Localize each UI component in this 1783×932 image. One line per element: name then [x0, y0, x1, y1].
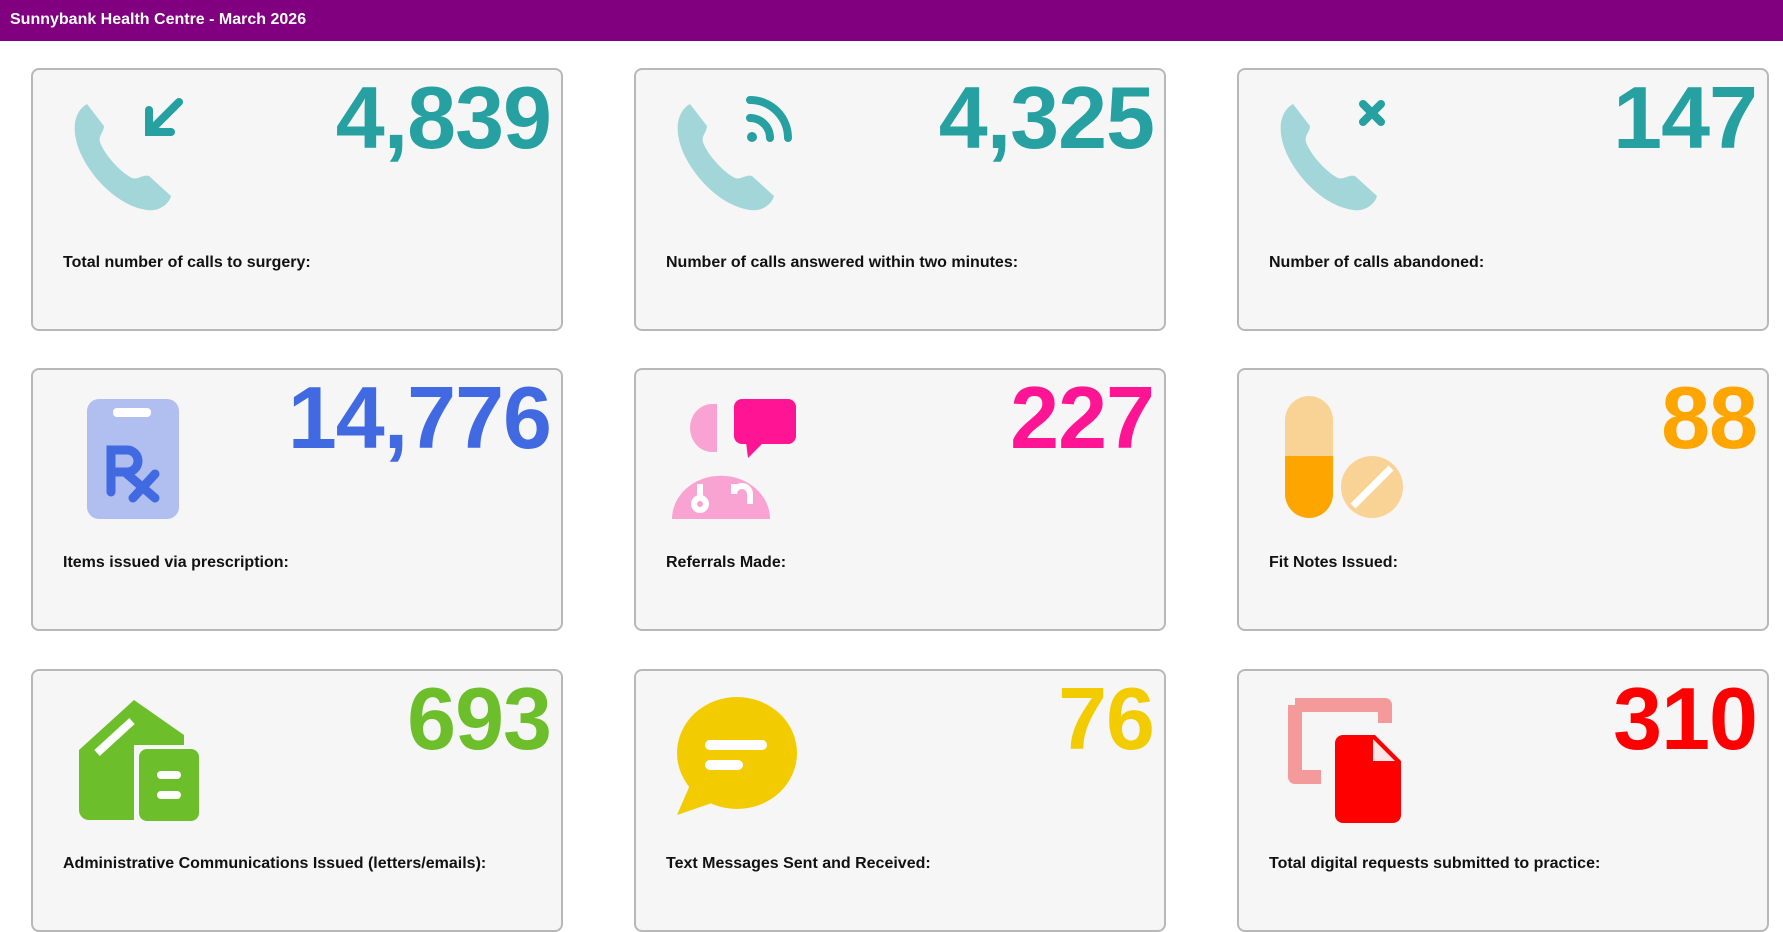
stat-card: 76 Text Messages Sent and Received: [634, 669, 1166, 932]
stat-label: Fit Notes Issued: [1269, 554, 1398, 571]
stat-label: Total digital requests submitted to prac… [1269, 855, 1601, 872]
card-icon [87, 399, 179, 519]
card-icon [1288, 698, 1401, 823]
stat-card: 227 Referrals Made: [634, 368, 1166, 631]
card-icon [1285, 396, 1403, 518]
stat-value: 76 [1058, 669, 1155, 768]
stat-label: Administrative Communications Issued (le… [63, 855, 487, 872]
stat-card: 4,839 Total number of calls to surgery: [31, 68, 563, 331]
stat-value: 693 [407, 669, 552, 768]
card-icon [74, 98, 183, 211]
stat-label: Number of calls abandoned: [1269, 254, 1485, 271]
stat-value: 4,325 [938, 68, 1155, 167]
header-title: Sunnybank Health Centre - March 2026 [0, 0, 1783, 41]
stat-card: 147 Number of calls abandoned: [1237, 68, 1769, 331]
card-icon [677, 96, 792, 211]
stat-value: 4,839 [335, 68, 552, 167]
stat-card: 693 Administrative Communications Issued … [31, 669, 563, 932]
stat-card: 310 Total digital requests submitted to p… [1237, 669, 1769, 932]
stat-value: 147 [1613, 68, 1758, 167]
stat-label: Items issued via prescription: [63, 554, 289, 571]
stat-card: 4,325 Number of calls answered within two… [634, 68, 1166, 331]
card-icon [1280, 100, 1385, 211]
stat-label: Text Messages Sent and Received: [666, 855, 931, 872]
stat-label: Total number of calls to surgery: [63, 254, 311, 271]
stat-value: 14,776 [287, 368, 552, 467]
stat-value: 227 [1010, 368, 1155, 467]
stat-label: Referrals Made: [666, 554, 787, 571]
stat-card: 88 Fit Notes Issued: [1237, 368, 1769, 631]
card-icon [677, 697, 797, 815]
stat-value: 310 [1613, 669, 1758, 768]
card-icon [672, 399, 796, 519]
stat-value: 88 [1661, 368, 1758, 467]
stat-card: 14,776 Items issued via prescription: [31, 368, 563, 631]
stat-label: Number of calls answered within two minu… [666, 254, 1019, 271]
card-icon [79, 700, 199, 821]
